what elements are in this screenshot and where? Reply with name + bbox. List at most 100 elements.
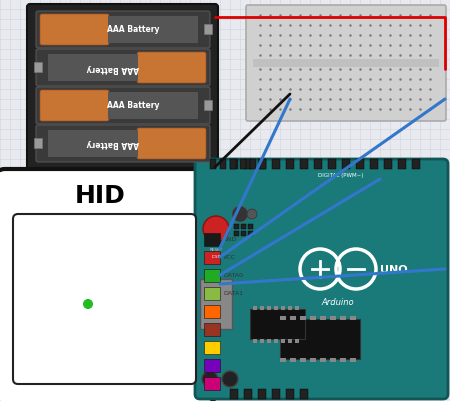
- Text: HID: HID: [75, 184, 126, 207]
- Bar: [204, 359, 220, 372]
- Bar: [320, 358, 326, 362]
- Bar: [290, 316, 296, 320]
- Bar: [230, 160, 238, 170]
- Bar: [320, 316, 326, 320]
- Bar: [412, 160, 420, 170]
- Bar: [253, 60, 439, 68]
- Bar: [350, 316, 356, 320]
- Bar: [330, 316, 336, 320]
- FancyBboxPatch shape: [0, 170, 215, 401]
- Bar: [295, 339, 299, 343]
- Bar: [204, 341, 220, 354]
- Bar: [204, 269, 220, 282]
- Bar: [286, 389, 294, 399]
- Bar: [241, 231, 246, 237]
- FancyBboxPatch shape: [27, 5, 218, 170]
- Bar: [281, 306, 285, 310]
- Text: AAA Battery: AAA Battery: [107, 25, 159, 34]
- Bar: [48, 131, 138, 158]
- Circle shape: [203, 217, 229, 242]
- Bar: [340, 316, 346, 320]
- Bar: [288, 339, 292, 343]
- Bar: [230, 160, 236, 170]
- Text: RESET: RESET: [209, 247, 223, 251]
- Circle shape: [232, 207, 248, 223]
- Bar: [230, 389, 238, 399]
- Bar: [234, 225, 239, 229]
- Bar: [328, 160, 336, 170]
- Bar: [272, 160, 280, 170]
- Bar: [330, 358, 336, 362]
- Bar: [200, 279, 232, 329]
- FancyBboxPatch shape: [36, 126, 210, 162]
- Bar: [258, 389, 266, 399]
- Bar: [300, 316, 306, 320]
- Text: DATA1: DATA1: [223, 291, 243, 296]
- Text: VCC: VCC: [223, 255, 236, 260]
- Bar: [253, 306, 257, 310]
- Bar: [210, 160, 216, 170]
- Bar: [310, 316, 316, 320]
- Bar: [342, 160, 350, 170]
- Bar: [34, 139, 42, 149]
- Text: ICSP: ICSP: [212, 254, 220, 258]
- Bar: [244, 160, 252, 170]
- FancyBboxPatch shape: [137, 53, 206, 84]
- Bar: [384, 160, 392, 170]
- Bar: [280, 358, 286, 362]
- Bar: [204, 251, 220, 264]
- Text: Arduino: Arduino: [322, 297, 354, 306]
- Bar: [220, 160, 226, 170]
- Bar: [204, 101, 212, 111]
- Bar: [253, 339, 257, 343]
- Bar: [295, 306, 299, 310]
- Circle shape: [83, 299, 93, 309]
- Bar: [241, 225, 246, 229]
- Bar: [204, 25, 212, 35]
- Bar: [234, 231, 239, 237]
- Bar: [356, 160, 364, 170]
- Bar: [240, 160, 246, 170]
- Bar: [258, 160, 266, 170]
- Text: DIGITAL (PWM~): DIGITAL (PWM~): [318, 172, 364, 178]
- Bar: [108, 93, 198, 120]
- Bar: [300, 389, 308, 399]
- FancyBboxPatch shape: [246, 6, 446, 122]
- Bar: [310, 358, 316, 362]
- Bar: [267, 306, 271, 310]
- Bar: [250, 160, 256, 170]
- Bar: [350, 358, 356, 362]
- Bar: [286, 160, 294, 170]
- Bar: [300, 160, 308, 170]
- Bar: [108, 17, 198, 44]
- Bar: [34, 63, 42, 73]
- Bar: [204, 377, 220, 390]
- Bar: [274, 339, 278, 343]
- Bar: [300, 358, 306, 362]
- Text: DATA0: DATA0: [223, 273, 243, 278]
- Bar: [272, 389, 280, 399]
- Bar: [314, 160, 322, 170]
- Bar: [48, 55, 138, 82]
- Bar: [280, 316, 286, 320]
- Bar: [204, 287, 220, 300]
- Bar: [267, 339, 271, 343]
- Bar: [250, 309, 305, 339]
- Bar: [260, 160, 266, 170]
- Bar: [248, 231, 253, 237]
- FancyBboxPatch shape: [195, 160, 448, 399]
- FancyBboxPatch shape: [36, 12, 210, 49]
- Bar: [288, 306, 292, 310]
- Bar: [244, 389, 252, 399]
- FancyBboxPatch shape: [40, 15, 109, 46]
- Text: GND: GND: [223, 237, 238, 242]
- Bar: [260, 306, 264, 310]
- Circle shape: [202, 371, 218, 387]
- Bar: [248, 225, 253, 229]
- Text: AAA Battery: AAA Battery: [87, 139, 139, 148]
- Bar: [290, 358, 296, 362]
- FancyBboxPatch shape: [40, 91, 109, 122]
- Circle shape: [222, 371, 238, 387]
- Circle shape: [247, 209, 257, 219]
- Bar: [204, 323, 220, 336]
